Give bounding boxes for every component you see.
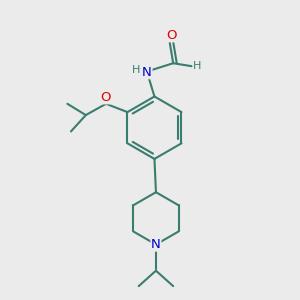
- Text: N: N: [142, 66, 152, 79]
- Text: O: O: [166, 29, 176, 42]
- Text: H: H: [194, 61, 202, 71]
- Text: O: O: [100, 91, 111, 104]
- Text: H: H: [131, 65, 140, 75]
- Text: N: N: [151, 238, 161, 251]
